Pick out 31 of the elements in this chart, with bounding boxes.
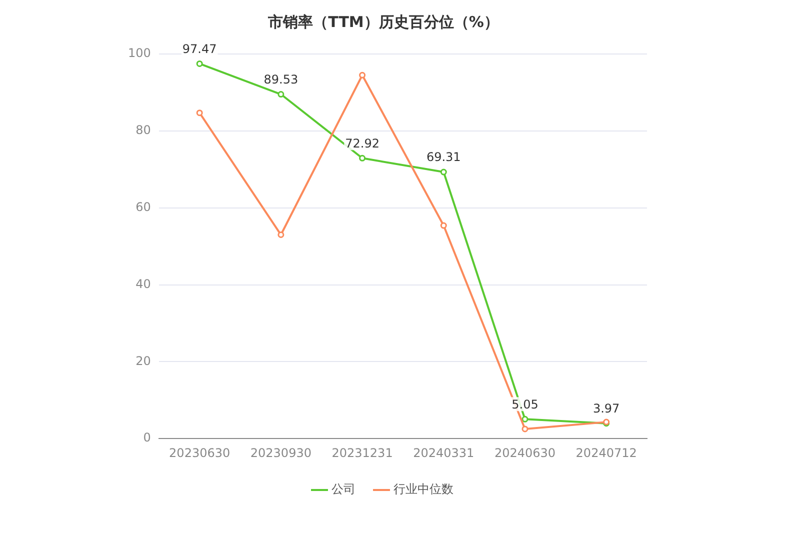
x-tick-label: 20240712 xyxy=(576,446,637,460)
x-tick-label: 20230630 xyxy=(169,446,230,460)
data-label: 72.92 xyxy=(345,136,380,150)
x-tick-label: 20230930 xyxy=(250,446,312,460)
point xyxy=(196,60,203,67)
data-label: 89.53 xyxy=(264,72,298,86)
data-label: 3.97 xyxy=(592,401,620,416)
chart-title: 市销率（TTM）历史百分位（%） xyxy=(267,12,499,31)
data-label: 69.31 xyxy=(426,150,461,164)
y-tick-label: 100 xyxy=(128,46,151,60)
y-tick-label: 40 xyxy=(136,276,151,291)
point xyxy=(278,232,284,238)
data-label: 5.05 xyxy=(512,397,538,412)
point xyxy=(196,110,203,116)
point xyxy=(522,426,528,432)
point xyxy=(359,154,366,162)
y-tick-label: 80 xyxy=(136,123,151,138)
y-tick-label: 0 xyxy=(143,430,151,445)
point xyxy=(440,222,447,229)
y-tick-label: 20 xyxy=(136,354,151,368)
point xyxy=(440,168,447,176)
legend-label: 公司 xyxy=(332,482,356,496)
legend-label: 行业中位数 xyxy=(394,482,454,496)
x-tick-label: 20240331 xyxy=(413,446,474,460)
x-tick-label: 20231231 xyxy=(332,446,393,460)
point xyxy=(359,72,366,78)
y-tick-label: 60 xyxy=(136,200,151,214)
point xyxy=(522,416,528,422)
data-label: 97.47 xyxy=(182,42,217,56)
x-tick-label: 20240630 xyxy=(494,446,556,460)
point xyxy=(278,91,284,98)
